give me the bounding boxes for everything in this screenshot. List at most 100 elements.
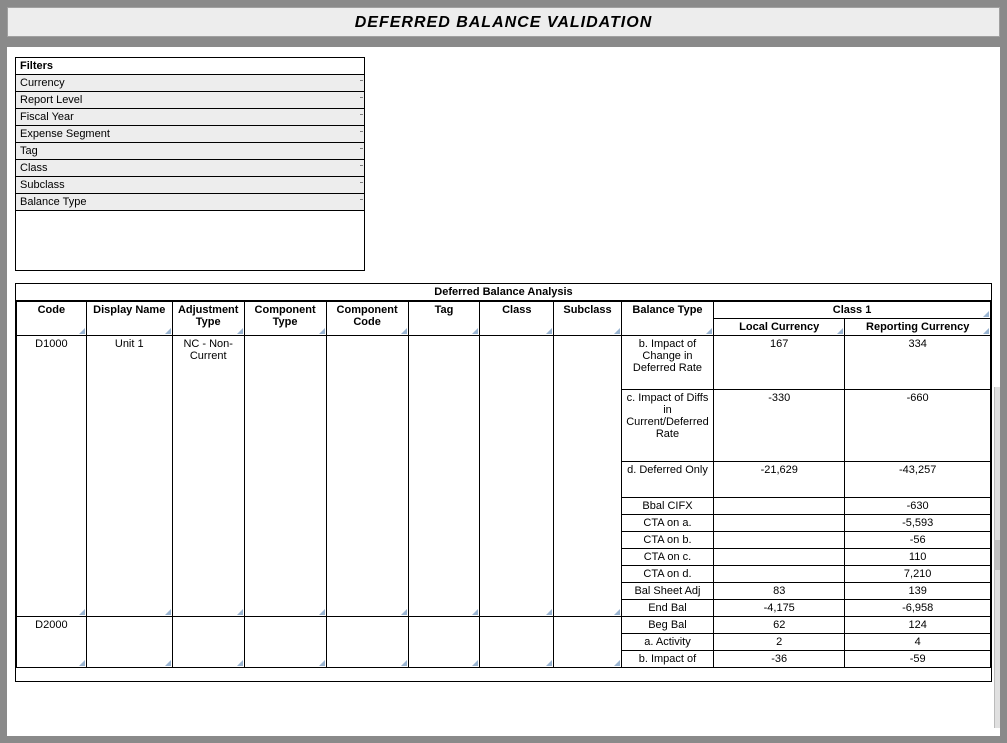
table-cell: Unit 1: [86, 336, 172, 617]
column-header[interactable]: Component Code: [326, 302, 408, 336]
reporting-currency-cell: 4: [845, 634, 991, 651]
expand-corner-icon[interactable]: [472, 609, 478, 615]
balance-type-cell: c. Impact of Diffs in Current/Deferred R…: [621, 390, 713, 462]
vertical-resizer[interactable]: [994, 387, 1000, 728]
expand-corner-icon[interactable]: [614, 328, 620, 334]
expand-corner-icon[interactable]: [401, 609, 407, 615]
reporting-currency-cell: 124: [845, 617, 991, 634]
filters-header: Filters: [16, 58, 364, 75]
filter-row-class[interactable]: Classˇˇ: [16, 160, 364, 177]
analysis-scroll[interactable]: CodeDisplay NameAdjustment TypeComponent…: [16, 301, 991, 681]
balance-type-cell: CTA on d.: [621, 566, 713, 583]
expand-corner-icon[interactable]: [319, 328, 325, 334]
column-header[interactable]: Reporting Currency: [845, 319, 991, 336]
balance-type-cell: Bbal CIFX: [621, 498, 713, 515]
expand-corner-icon[interactable]: [614, 609, 620, 615]
balance-type-cell: d. Deferred Only: [621, 462, 713, 498]
column-header[interactable]: Adjustment Type: [172, 302, 244, 336]
local-currency-cell: 2: [714, 634, 845, 651]
filter-label: Fiscal Year: [20, 111, 74, 123]
expand-corner-icon[interactable]: [983, 311, 989, 317]
local-currency-cell: [714, 532, 845, 549]
table-cell: [326, 617, 408, 668]
column-header[interactable]: Component Type: [244, 302, 326, 336]
reporting-currency-cell: -6,958: [845, 600, 991, 617]
expand-corner-icon[interactable]: [614, 660, 620, 666]
expand-corner-icon[interactable]: [546, 660, 552, 666]
local-currency-cell: -36: [714, 651, 845, 668]
expand-corner-icon[interactable]: [472, 328, 478, 334]
table-cell: [408, 336, 480, 617]
expand-corner-icon[interactable]: [79, 609, 85, 615]
column-header[interactable]: Subclass: [554, 302, 622, 336]
reporting-currency-cell: -630: [845, 498, 991, 515]
filter-row-balance-type[interactable]: Balance Typeˇˇ: [16, 194, 364, 211]
table-cell: D2000: [17, 617, 87, 668]
table-cell: [480, 336, 554, 617]
local-currency-cell: [714, 515, 845, 532]
column-header[interactable]: Class: [480, 302, 554, 336]
expand-corner-icon[interactable]: [79, 328, 85, 334]
reporting-currency-cell: -59: [845, 651, 991, 668]
reporting-currency-cell: 139: [845, 583, 991, 600]
expand-corner-icon[interactable]: [237, 609, 243, 615]
reporting-currency-cell: 334: [845, 336, 991, 390]
balance-type-cell: CTA on b.: [621, 532, 713, 549]
expand-corner-icon[interactable]: [546, 609, 552, 615]
filter-row-fiscal-year[interactable]: Fiscal Yearˇˇ: [16, 109, 364, 126]
column-header[interactable]: Code: [17, 302, 87, 336]
table-row: D1000Unit 1NC - Non-Currentb. Impact of …: [17, 336, 991, 390]
filter-row-subclass[interactable]: Subclassˇˇ: [16, 177, 364, 194]
expand-corner-icon[interactable]: [401, 660, 407, 666]
page-title: DEFERRED BALANCE VALIDATION: [7, 7, 1000, 37]
filter-row-report-level[interactable]: Report Levelˇˇ: [16, 92, 364, 109]
column-header[interactable]: Local Currency: [714, 319, 845, 336]
table-cell: [244, 336, 326, 617]
analysis-table: CodeDisplay NameAdjustment TypeComponent…: [16, 301, 991, 668]
expand-corner-icon[interactable]: [319, 609, 325, 615]
column-header[interactable]: Display Name: [86, 302, 172, 336]
reporting-currency-cell: -660: [845, 390, 991, 462]
expand-corner-icon[interactable]: [983, 328, 989, 334]
expand-corner-icon[interactable]: [165, 328, 171, 334]
filter-row-tag[interactable]: Tagˇˇ: [16, 143, 364, 160]
expand-corner-icon[interactable]: [837, 328, 843, 334]
expand-corner-icon[interactable]: [546, 328, 552, 334]
filter-row-currency[interactable]: Currencyˇˇ: [16, 75, 364, 92]
local-currency-cell: 62: [714, 617, 845, 634]
table-cell: D1000: [17, 336, 87, 617]
table-cell: NC - Non-Current: [172, 336, 244, 617]
column-header[interactable]: Tag: [408, 302, 480, 336]
resizer-handle[interactable]: [995, 540, 1000, 570]
expand-corner-icon[interactable]: [237, 328, 243, 334]
column-header[interactable]: Balance Type: [621, 302, 713, 336]
expand-corner-icon[interactable]: [401, 328, 407, 334]
local-currency-cell: [714, 498, 845, 515]
filters-panel: Filters CurrencyˇˇReport LevelˇˇFiscal Y…: [15, 57, 365, 271]
filters-header-label: Filters: [20, 60, 53, 72]
expand-corner-icon[interactable]: [319, 660, 325, 666]
expand-corner-icon[interactable]: [165, 660, 171, 666]
expand-corner-icon[interactable]: [79, 660, 85, 666]
analysis-title-text: Deferred Balance Analysis: [434, 286, 572, 298]
expand-corner-icon[interactable]: [472, 660, 478, 666]
page-title-text: DEFERRED BALANCE VALIDATION: [355, 14, 653, 31]
table-cell: [326, 336, 408, 617]
balance-type-cell: a. Activity: [621, 634, 713, 651]
filter-label: Expense Segment: [20, 128, 110, 140]
expand-corner-icon[interactable]: [706, 328, 712, 334]
balance-type-cell: b. Impact of: [621, 651, 713, 668]
local-currency-cell: -21,629: [714, 462, 845, 498]
filter-label: Balance Type: [20, 196, 86, 208]
reporting-currency-cell: 7,210: [845, 566, 991, 583]
reporting-currency-cell: -5,593: [845, 515, 991, 532]
balance-type-cell: CTA on a.: [621, 515, 713, 532]
expand-corner-icon[interactable]: [165, 609, 171, 615]
analysis-title: Deferred Balance Analysis: [16, 284, 991, 301]
balance-type-cell: Beg Bal: [621, 617, 713, 634]
local-currency-cell: -330: [714, 390, 845, 462]
expand-corner-icon[interactable]: [237, 660, 243, 666]
column-header[interactable]: Class 1: [714, 302, 991, 319]
filter-row-expense-segment[interactable]: Expense Segmentˇˇ: [16, 126, 364, 143]
balance-type-cell: b. Impact of Change in Deferred Rate: [621, 336, 713, 390]
